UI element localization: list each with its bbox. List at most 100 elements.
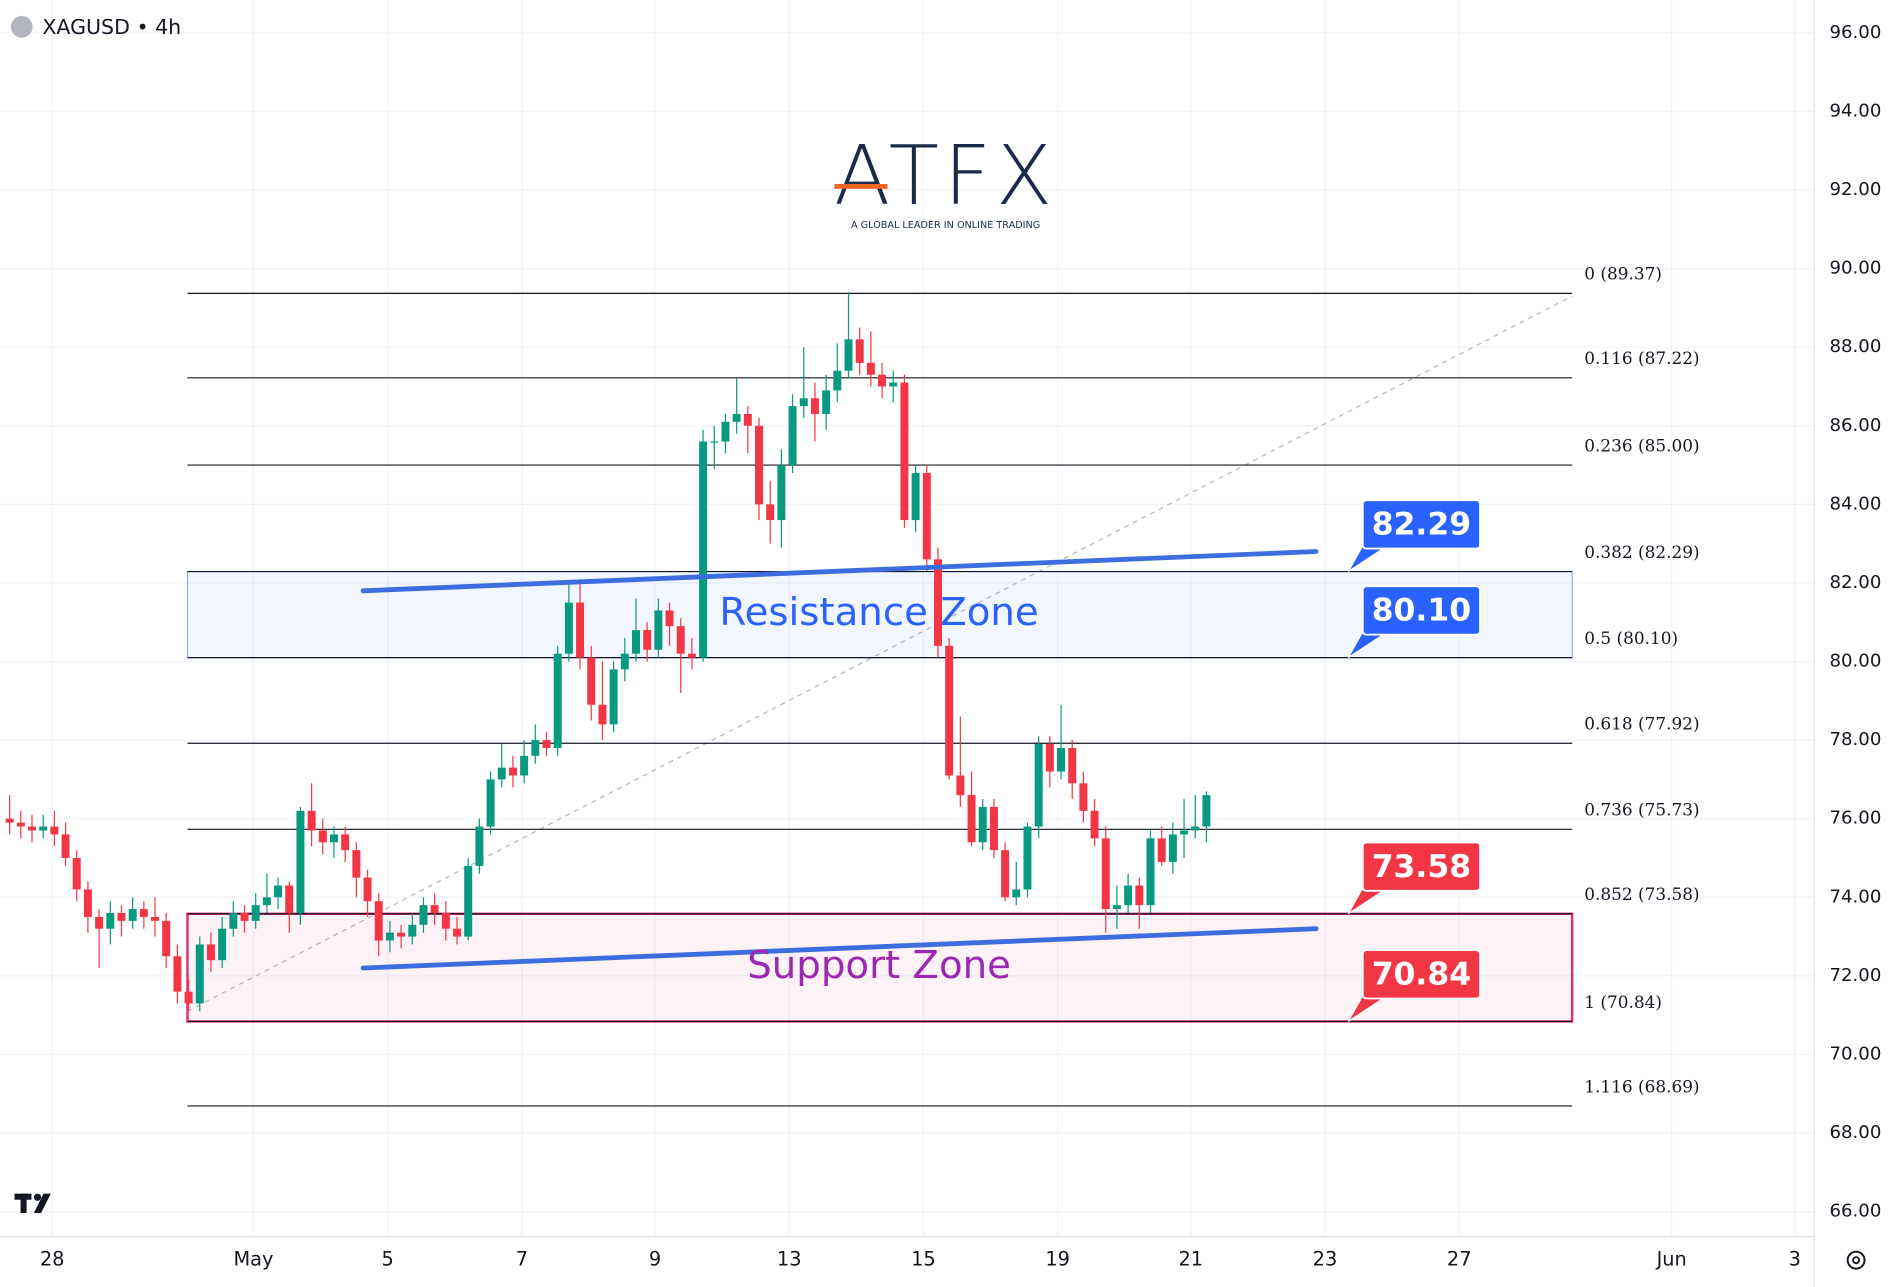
candle-body [195, 944, 204, 1004]
trend-line [360, 549, 1319, 594]
candle-body [117, 913, 126, 921]
candle-body [911, 472, 920, 521]
candle-body [296, 810, 305, 914]
callout-label: 80.10 [1372, 593, 1471, 629]
candle-body [139, 909, 148, 917]
candle-body [162, 920, 171, 957]
y-tick-label: 74.00 [1829, 886, 1881, 907]
y-tick-label: 96.00 [1829, 22, 1881, 43]
candle-body [430, 905, 439, 914]
candle-body [151, 916, 160, 921]
x-tick-label: 13 [777, 1248, 802, 1271]
candle-body [967, 795, 976, 843]
candle-body [1023, 826, 1032, 890]
candle-body [531, 740, 540, 756]
callout-label: 70.84 [1372, 957, 1471, 993]
candle-body [274, 885, 283, 898]
candle-body [978, 806, 987, 843]
candle-body [732, 413, 741, 422]
y-tick-label: 88.00 [1829, 336, 1881, 357]
candle-body [453, 928, 462, 937]
y-tick-label: 90.00 [1829, 258, 1881, 279]
candle-body [631, 630, 640, 654]
candle-body [654, 610, 663, 650]
y-tick-label: 84.00 [1829, 493, 1881, 514]
zone [186, 570, 1573, 659]
candle-body [721, 421, 730, 442]
candle-body [1180, 830, 1189, 835]
x-tick-label: 19 [1045, 1248, 1070, 1271]
candle-body [352, 850, 361, 878]
callout-box [1361, 499, 1481, 550]
callout-box [1361, 841, 1481, 892]
symbol-icon [10, 15, 33, 38]
candle-body [508, 767, 517, 776]
logo-name: ATFX [834, 129, 1057, 224]
candle-body [95, 916, 104, 929]
settings-icon[interactable] [1846, 1250, 1866, 1270]
candle-body [50, 826, 59, 835]
candle-body [1191, 826, 1200, 831]
fib-label: 0 (89.37) [1584, 264, 1662, 284]
candle-body [676, 626, 685, 654]
candle-body [441, 913, 450, 929]
candle-body [1146, 838, 1155, 906]
candle-body [497, 767, 506, 780]
candle-body [1101, 838, 1110, 910]
candle-body [844, 339, 853, 371]
callout-box [1361, 585, 1481, 636]
candle-body [576, 602, 585, 658]
watermark: ATFX A GLOBAL LEADER IN ONLINE TRADING [834, 129, 1057, 231]
y-tick-label: 82.00 [1829, 572, 1881, 593]
callout-label: 82.29 [1372, 507, 1471, 543]
y-tick-label: 68.00 [1829, 1122, 1881, 1143]
candle-body [643, 630, 652, 650]
y-tick-label: 76.00 [1829, 808, 1881, 829]
fib-label: 0.5 (80.10) [1584, 628, 1678, 648]
candle-body [1112, 905, 1121, 910]
candle-body [218, 928, 227, 961]
candle-body [620, 653, 629, 670]
candle-body [755, 425, 764, 505]
y-tick-label: 80.00 [1829, 651, 1881, 672]
x-tick-label: 23 [1313, 1248, 1338, 1271]
candle-body [1135, 885, 1144, 906]
trend-line [360, 926, 1319, 971]
candle-body [419, 905, 428, 925]
candle-body [329, 834, 338, 843]
candle-body [240, 913, 249, 921]
candle-body [609, 669, 618, 725]
candle-body [810, 398, 819, 414]
fib-label: 0.382 (82.29) [1584, 542, 1699, 562]
fib-trend [187, 295, 1573, 1012]
candle-body [1012, 889, 1021, 898]
zone-label: Resistance Zone [719, 590, 1038, 635]
candle-body [464, 865, 473, 937]
candle-body [699, 441, 708, 658]
candle-body [855, 339, 864, 363]
candle-body [945, 645, 954, 776]
candle-body [822, 390, 831, 414]
fib-label: 0.116 (87.22) [1584, 348, 1699, 368]
callout-box [1361, 949, 1481, 1000]
x-tick-label: 3 [1789, 1248, 1801, 1271]
fib-label: 0.852 (73.58) [1584, 884, 1699, 904]
candle-body [1202, 795, 1211, 827]
candle-body [385, 932, 394, 941]
candle-body [318, 830, 327, 843]
fib-label: 0.736 (75.73) [1584, 800, 1699, 820]
candle-body [564, 602, 573, 654]
candle-body [922, 472, 931, 560]
candle-body [687, 653, 696, 658]
logo-bar [834, 184, 888, 189]
candle-body [1034, 744, 1043, 827]
x-tick-label: 15 [911, 1248, 936, 1271]
candle-body [61, 834, 70, 858]
candle-body [173, 956, 182, 992]
fib-label: 1.116 (68.69) [1584, 1076, 1699, 1096]
fib-label: 1 (70.84) [1584, 992, 1662, 1012]
y-tick-label: 94.00 [1829, 100, 1881, 121]
candle-body [307, 810, 316, 831]
